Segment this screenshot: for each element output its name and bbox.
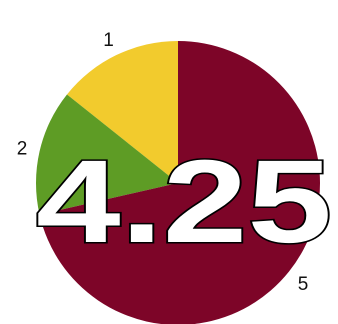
pie-slices (35, 41, 320, 324)
pie-slice-2 (35, 94, 178, 215)
overlay-value-text: 4.25 (36, 136, 332, 268)
slice-label-5: 5 (298, 274, 309, 295)
slice-label-2: 2 (17, 138, 28, 159)
pie-slice-5 (39, 41, 320, 324)
pie-slice-1 (66, 41, 178, 183)
slice-labels: 1 2 5 (17, 30, 309, 295)
slice-label-1: 1 (103, 30, 114, 51)
